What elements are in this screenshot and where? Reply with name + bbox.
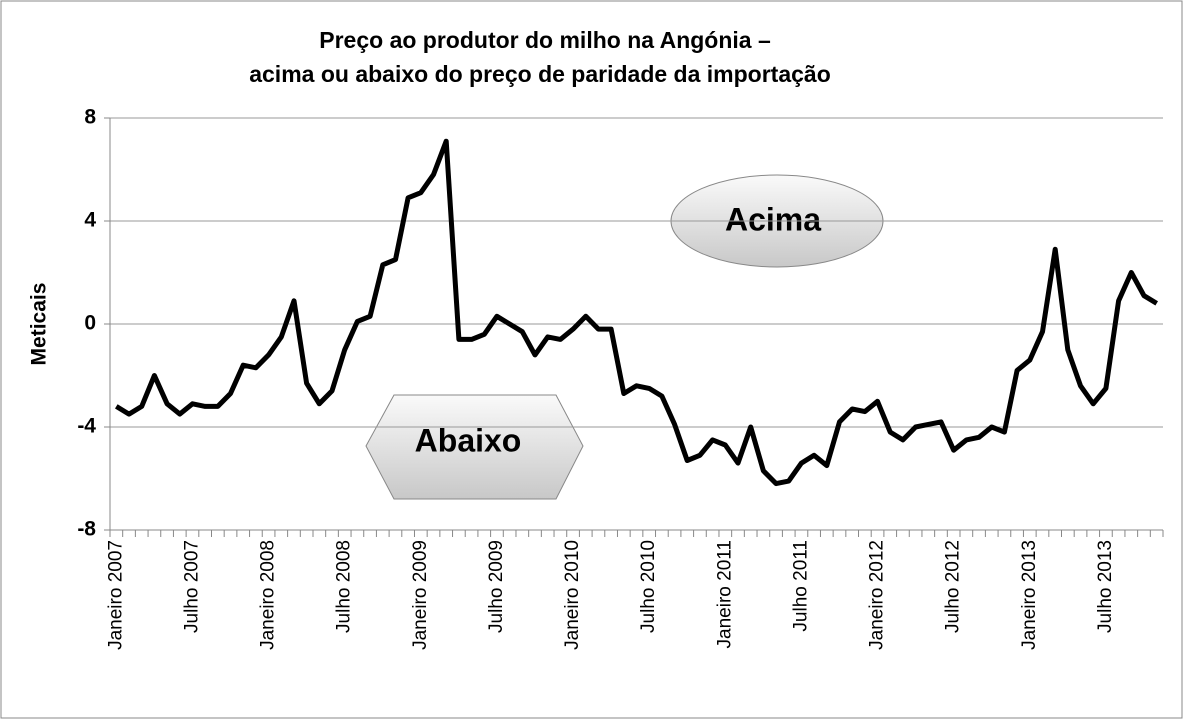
y-axis-label: Meticais	[28, 283, 51, 366]
x-tick-label: Julho 2010	[638, 540, 659, 633]
x-tick-label: Julho 2013	[1095, 540, 1116, 633]
x-tick-label: Janeiro 2013	[1019, 540, 1040, 650]
x-tick-label: Janeiro 2012	[867, 540, 888, 650]
x-tick-label: Janeiro 2007	[105, 540, 126, 650]
y-tick-label: 4	[84, 209, 96, 232]
x-tick-label: Janeiro 2008	[258, 540, 279, 650]
x-tick-label: Julho 2007	[181, 540, 202, 633]
y-tick-label: -8	[77, 518, 96, 541]
x-tick-label: Janeiro 2009	[410, 540, 431, 650]
x-tick-label: Julho 2008	[334, 540, 355, 633]
y-tick-label: 0	[84, 312, 96, 335]
x-tick-label: Janeiro 2010	[562, 540, 583, 650]
x-tick-label: Julho 2011	[790, 540, 811, 632]
annotation: Abaixo	[415, 422, 522, 458]
annotation: Acima	[725, 201, 821, 237]
x-tick-label: Janeiro 2011	[714, 540, 735, 648]
y-tick-label: -4	[77, 415, 96, 438]
chart-title: Preço ao produtor do milho na Angónia –	[319, 27, 771, 53]
x-tick-label: Julho 2012	[943, 540, 964, 633]
x-tick-label: Julho 2009	[486, 540, 507, 633]
series-line	[115, 138, 1158, 487]
annotation-shape	[365, 394, 584, 500]
y-tick-label: 8	[84, 106, 96, 129]
chart-title: acima ou abaixo do preço de paridade da …	[249, 61, 831, 87]
